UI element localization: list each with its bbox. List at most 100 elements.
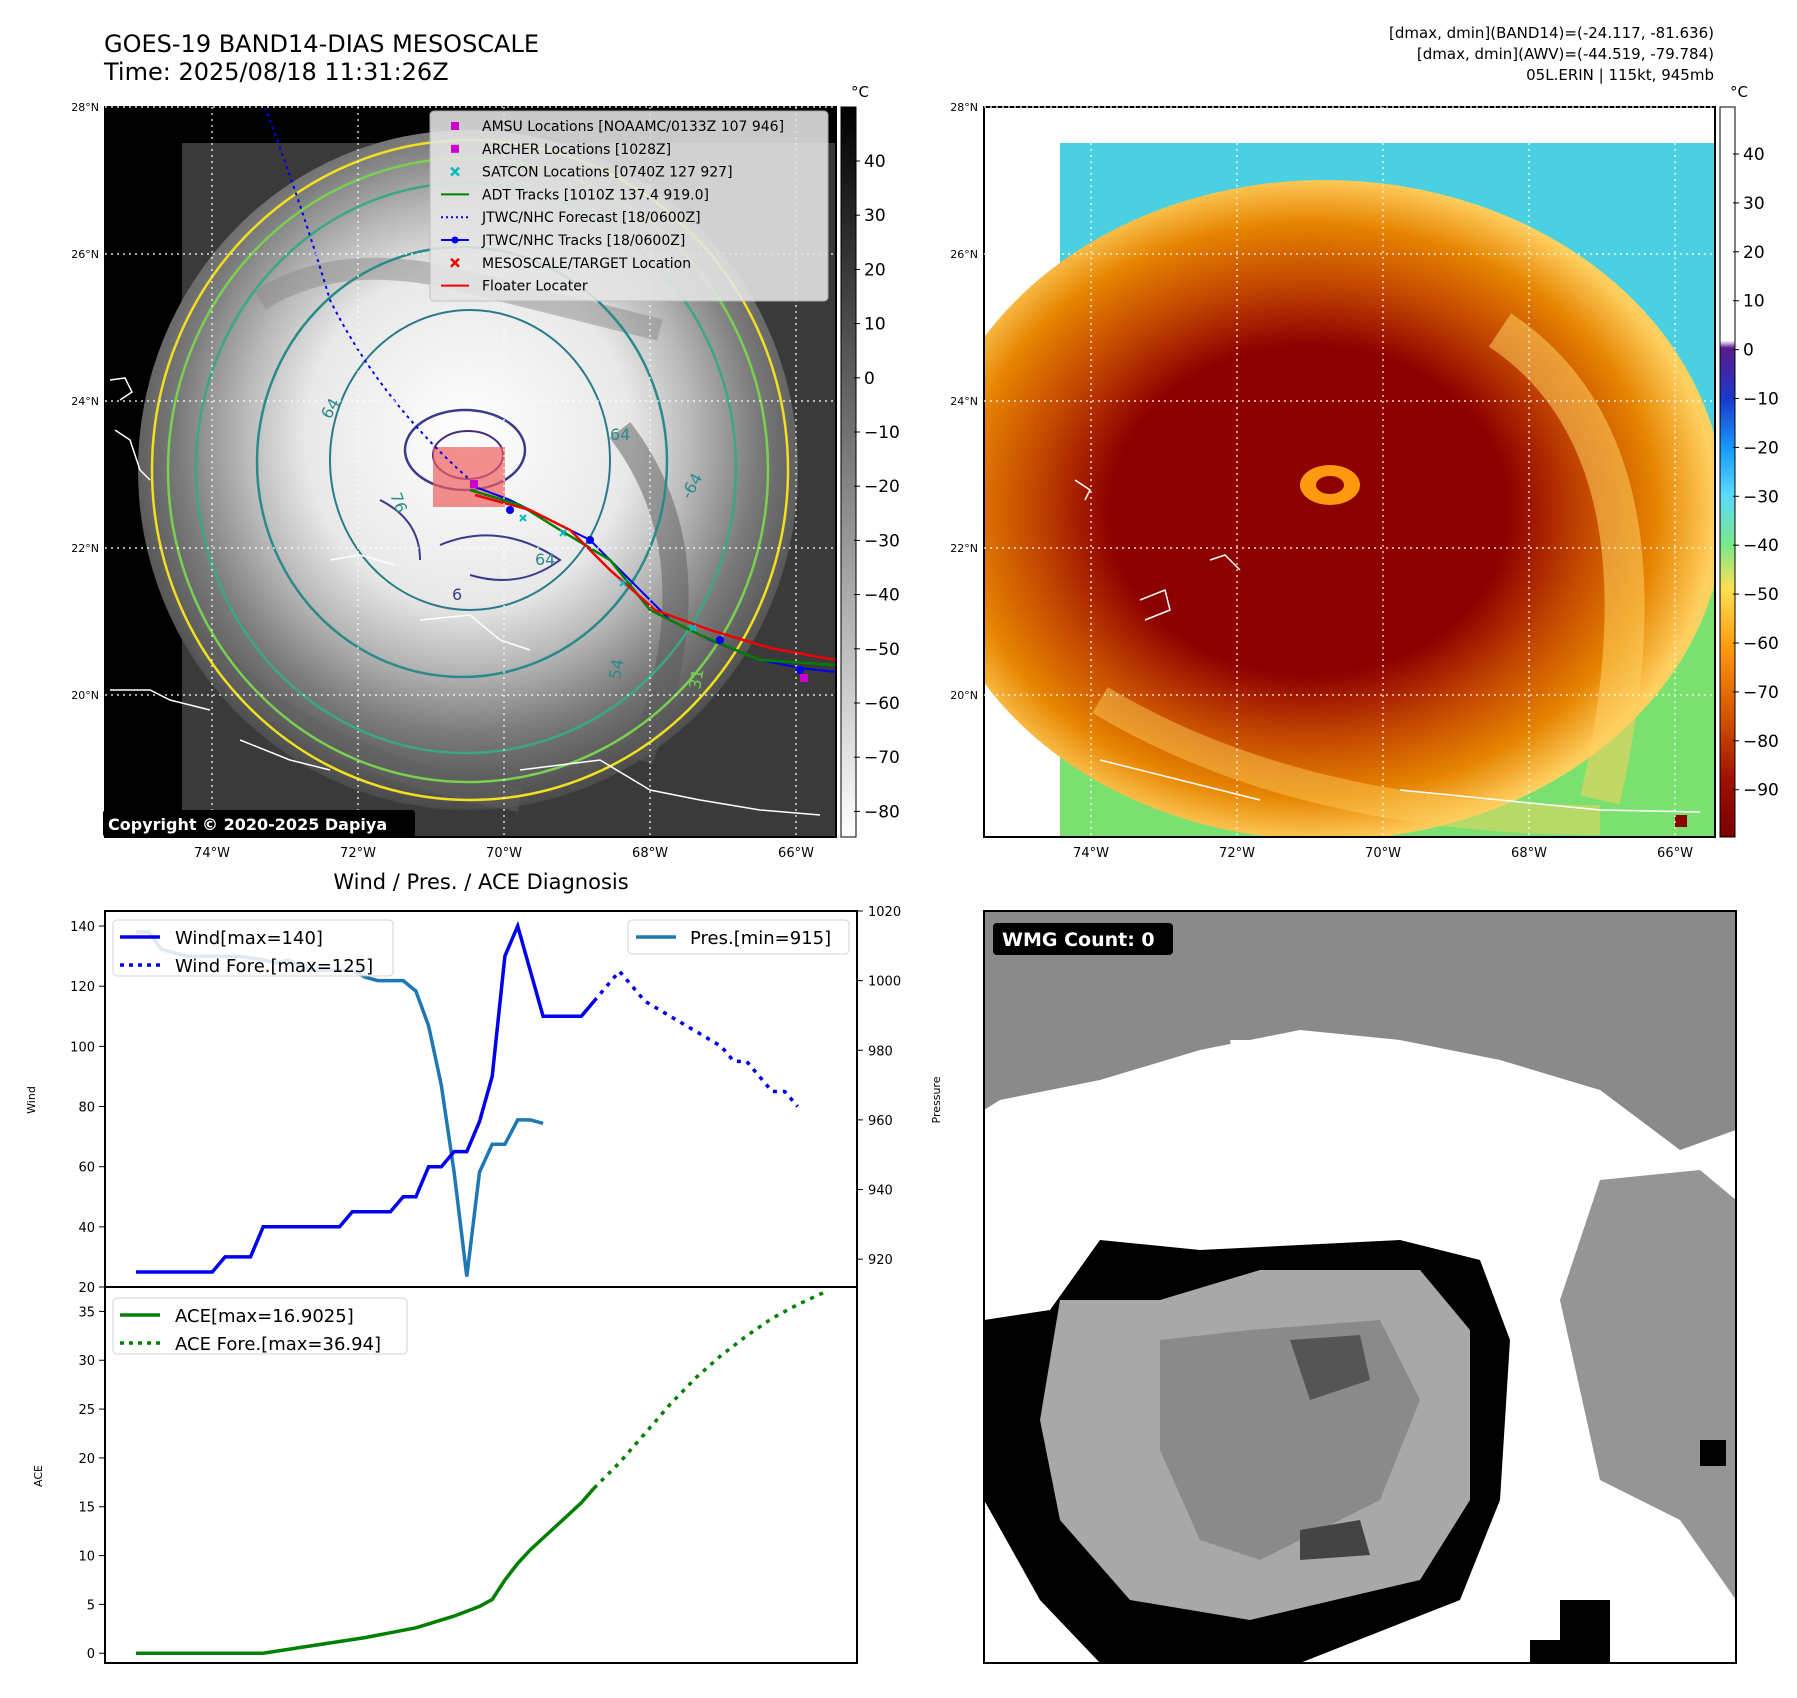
colorbar-tick-label: −40	[864, 586, 900, 606]
colorbar-tick-label: 20	[1743, 243, 1765, 263]
pressure-tick-label: 980	[868, 1044, 893, 1059]
wind-tick-label: 80	[78, 1101, 95, 1116]
legend-square-icon	[451, 144, 459, 153]
contour-label: 64	[535, 550, 555, 569]
legend-item: ARCHER Locations [1028Z]	[451, 142, 671, 158]
wv-colorbar: °C 40 30 20 10 0 −10 −20 −30 −40 −50 −60 −70 −80 −90	[1719, 83, 1779, 838]
pressure-tick-label: 1000	[868, 975, 901, 990]
lon-label: 68°W	[1511, 846, 1547, 861]
legend-item: JTWC/NHC Tracks [18/0600Z]	[441, 233, 685, 249]
legend-label: JTWC/NHC Forecast [18/0600Z]	[481, 210, 701, 226]
copyright-label: Copyright © 2020-2025 Dapiya	[108, 815, 387, 834]
wind-series-line	[136, 920, 596, 1274]
ace-forecast-legend-label: ACE Fore.[max=36.94]	[175, 1334, 381, 1355]
lon-label: 68°W	[632, 846, 668, 861]
pressure-legend: Pres.[min=915]	[627, 919, 850, 955]
wind-tick-label: 120	[70, 980, 95, 995]
ace-forecast-series-line	[592, 1291, 824, 1490]
ace-series-line	[136, 1487, 596, 1655]
legend-label: AMSU Locations [NOAAMC/0133Z 107 946]	[482, 119, 784, 135]
colorbar-tick-label: 0	[864, 369, 875, 389]
lon-label: 70°W	[1365, 846, 1401, 861]
legend-label: MESOSCALE/TARGET Location	[482, 256, 691, 272]
lat-label: 26°N	[950, 248, 978, 261]
legend-label: Floater Locater	[482, 279, 588, 295]
pressure-tick-label: 940	[868, 1184, 893, 1199]
lon-label: 72°W	[1219, 846, 1255, 861]
legend-item: MESOSCALE/TARGET Location	[450, 256, 691, 272]
colorbar-tick-label: −10	[1743, 390, 1779, 410]
lon-label: 66°W	[778, 846, 814, 861]
wmg-panel: WMG Count: 0	[983, 910, 1737, 1664]
wind-tick-label: 100	[70, 1040, 95, 1055]
colorbar-tick-label: −70	[864, 748, 900, 768]
ir-legend: AMSU Locations [NOAAMC/0133Z 107 946] ARC…	[429, 110, 829, 302]
legend-item: SATCON Locations [0740Z 127 927]	[450, 165, 733, 181]
colorbar-tick-label: 40	[1743, 145, 1765, 165]
wind-axis-label: Wind	[25, 1086, 38, 1114]
lat-label: 26°N	[71, 248, 99, 261]
colorbar-tick-label: −70	[1743, 683, 1779, 703]
legend-item: AMSU Locations [NOAAMC/0133Z 107 946]	[451, 119, 784, 135]
wind-tick-label: 60	[78, 1161, 95, 1176]
ace-tick-label: 10	[78, 1550, 95, 1565]
contour-label: 6	[452, 585, 462, 604]
colorbar-tick-label: −80	[864, 802, 900, 822]
lon-label: 74°W	[194, 846, 230, 861]
contour-label: 64	[610, 425, 630, 444]
lon-label: 72°W	[340, 846, 376, 861]
ace-tick-label: 5	[87, 1598, 95, 1613]
colorbar-tick-label: −40	[1743, 536, 1779, 556]
colorbar-tick-label: 10	[1743, 292, 1765, 312]
legend-item: Floater Locater	[441, 279, 588, 295]
lon-label: 66°W	[1657, 846, 1693, 861]
legend-x-icon	[450, 257, 460, 268]
wind-tick-label: 40	[78, 1221, 95, 1236]
colorbar-tick-label: 20	[864, 260, 886, 280]
wind-legend-label: Wind[max=140]	[175, 928, 323, 949]
colorbar-tick-label: −30	[864, 531, 900, 551]
wind-tick-label: 140	[70, 920, 95, 935]
contour-label: 31	[685, 667, 707, 690]
info-storm: 05L.ERIN | 115kt, 945mb	[1526, 66, 1714, 84]
lat-label: 28°N	[71, 101, 99, 114]
colorbar-tick-label: −50	[864, 640, 900, 660]
figure-title: GOES-19 BAND14-DIAS MESOSCALE	[104, 30, 539, 58]
colorbar-tick-label: −50	[1743, 585, 1779, 605]
ace-tick-label: 0	[87, 1647, 95, 1662]
wind-forecast-series-line	[592, 968, 799, 1108]
lat-label: 22°N	[71, 542, 99, 555]
info-awv: [dmax, dmin](AWV)=(-44.519, -79.784)	[1417, 45, 1714, 63]
pressure-tick-label: 1020	[868, 905, 901, 920]
lat-label: 20°N	[71, 689, 99, 702]
ace-tick-label: 25	[78, 1403, 95, 1418]
ace-tick-label: 15	[78, 1501, 95, 1516]
colorbar-tick-label: −60	[1743, 634, 1779, 654]
colorbar-tick-label: 30	[1743, 194, 1765, 214]
lat-label: 22°N	[950, 542, 978, 555]
legend-square-icon	[451, 122, 459, 130]
lat-label: 20°N	[950, 689, 978, 702]
colorbar-tick-label: −90	[1743, 781, 1779, 801]
info-band14: [dmax, dmin](BAND14)=(-24.117, -81.636)	[1389, 24, 1714, 42]
ace-axis-label: ACE	[32, 1465, 45, 1487]
legend-label: SATCON Locations [0740Z 127 927]	[482, 165, 733, 181]
colorbar-tick-label: 0	[1743, 341, 1754, 361]
lat-label: 24°N	[71, 395, 99, 408]
ir-map-panel: 64 76 64 6 64 54 31 -64 Copyright © 2020…	[71, 101, 837, 861]
colorbar-tick-label: −80	[1743, 732, 1779, 752]
chart-title: Wind / Pres. / ACE Diagnosis	[333, 870, 628, 894]
lat-label: 24°N	[950, 395, 978, 408]
colorbar-tick-label: −10	[864, 423, 900, 443]
colorbar-tick-label: −20	[864, 477, 900, 497]
ir-colorbar: °C 40 30 20 10 0 −10 −20 −30 −40 −50 −60 −70 −80	[840, 83, 900, 838]
lon-label: 70°W	[486, 846, 522, 861]
colorbar-tick-label: −20	[1743, 438, 1779, 458]
legend-label: JTWC/NHC Tracks [18/0600Z]	[481, 233, 685, 249]
contour-label: 54	[605, 657, 627, 680]
intensity-chart: Wind / Pres. / ACE Diagnosis Wind Pressu…	[25, 870, 943, 1664]
ir-colorbar-unit: °C	[851, 83, 869, 101]
lat-label: 28°N	[950, 101, 978, 114]
legend-label: ARCHER Locations [1028Z]	[482, 142, 671, 158]
